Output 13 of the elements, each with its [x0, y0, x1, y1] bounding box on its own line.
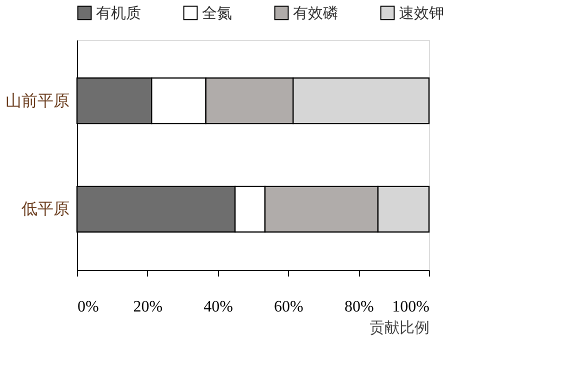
x-tick-label: 0%	[78, 298, 99, 316]
legend-label: 有机质	[96, 4, 141, 22]
y-tick-label: 山前平原	[6, 90, 70, 110]
x-tick-label: 40%	[204, 298, 233, 316]
legend-label: 有效磷	[293, 4, 338, 22]
x-tick-label: 20%	[133, 298, 163, 316]
x-axis-title: 贡献比例	[370, 318, 430, 336]
legend-label: 全氮	[202, 4, 232, 22]
y-tick-label: 低平原	[22, 199, 70, 218]
x-tick-label: 100%	[392, 298, 430, 316]
x-tick-label: 80%	[344, 298, 374, 316]
x-tick-label: 60%	[274, 298, 304, 316]
legend-label: 速效钾	[399, 4, 444, 22]
